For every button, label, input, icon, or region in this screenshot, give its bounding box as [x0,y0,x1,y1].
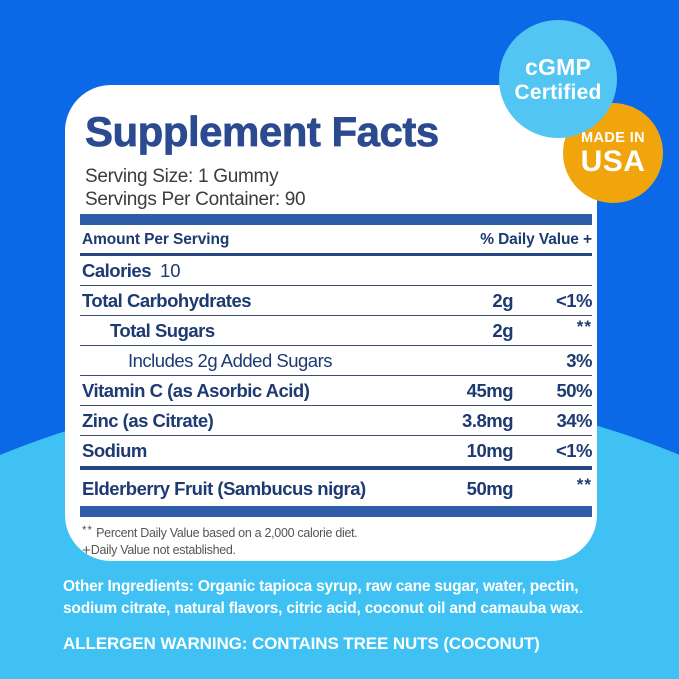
usa-badge-line2: USA [580,144,646,178]
footnote-text: Daily Value not established. [90,542,236,557]
bottom-copy: Other Ingredients: Organic tapioca syrup… [63,576,583,654]
table-row: Zinc (as Citrate) 3.8mg 34% [80,406,593,436]
other-ingredients-text1: Organic tapioca syrup, raw cane sugar, w… [193,578,579,595]
nutrient-daily-value: ** [576,475,592,494]
nutrient-name: Calories [82,260,152,281]
footnote: +Daily Value not established. [82,542,592,560]
table-row: Sodium 10mg <1% [80,436,593,470]
nutrient-name: Elderberry Fruit (Sambucus nigra) [82,478,366,499]
serving-size: Serving Size: 1 Gummy [85,166,279,187]
nutrient-amount-inline: 10 [160,260,181,281]
nutrient-daily-value: <1% [555,290,593,311]
cgmp-certified-badge: cGMP Certified [499,20,617,138]
nutrient-amount: 3.8mg [462,410,513,431]
nutrient-amount: 50mg [466,478,514,499]
nutrient-table: Calories 10 Total Carbohydrates 2g <1% Total … [80,256,593,517]
other-ingredients-label: Other Ingredients: [63,578,194,595]
allergen-warning: ALLERGEN WARNING: CONTAINS TREE NUTS (CO… [63,634,540,653]
column-header-daily-value: % Daily Value + [480,231,592,248]
nutrient-amount: 2g [492,290,513,311]
table-row: Total Carbohydrates 2g <1% [80,286,593,316]
servings-per-container: Servings Per Container: 90 [85,189,306,210]
nutrient-daily-value: 34% [556,410,592,431]
footnote: ** Percent Daily Value based on a 2,000 … [82,523,592,542]
other-ingredients-line2: sodium citrate, natural flavors, citric … [63,600,584,617]
nutrient-amount: 45mg [466,380,514,401]
table-row: Elderberry Fruit (Sambucus nigra) 50mg ** [80,470,592,506]
footnote-symbol: + [82,541,91,559]
nutrient-daily-value: 50% [556,380,592,401]
nutrient-amount: 2g [492,320,513,341]
nutrient-name: Sodium [82,440,147,461]
table-row: Calories 10 [80,256,592,286]
nutrient-name: Zinc (as Citrate) [82,410,214,431]
panel-title: Supplement Facts [85,108,440,155]
other-ingredients: Other Ingredients: Organic tapioca syrup… [63,576,583,620]
nutrient-daily-value: 3% [566,350,592,371]
supplement-facts-panel: Supplement Facts Serving Size: 1 Gummy S… [65,85,597,561]
footnotes: ** Percent Daily Value based on a 2,000 … [80,523,592,559]
table-row: Includes 2g Added Sugars 3% [80,346,593,376]
column-header-amount: Amount Per Serving [82,231,230,248]
nutrient-name: Includes 2g Added Sugars [128,350,333,371]
divider-bar-bottom [80,506,592,517]
nutrient-daily-value: <1% [555,440,593,461]
footnote-symbol: ** [82,525,93,537]
nutrient-name: Vitamin C (as Asorbic Acid) [82,380,310,401]
usa-badge-line1: MADE IN [580,129,646,146]
nutrient-amount: 10mg [466,440,514,461]
table-row: Vitamin C (as Asorbic Acid) 45mg 50% [80,376,593,406]
cgmp-badge-line2: Certified [514,80,602,104]
table-row: Total Sugars 2g ** [80,316,592,346]
footnote-text: Percent Daily Value based on a 2,000 cal… [92,526,358,540]
divider-bar-top [80,214,592,225]
cgmp-badge-line1: cGMP [525,53,591,80]
table-header: Amount Per Serving % Daily Value + [80,225,592,256]
nutrient-daily-value: ** [576,317,592,336]
nutrient-name: Total Carbohydrates [82,290,252,311]
other-ingredients-line1: Other Ingredients: Organic tapioca syrup… [63,576,583,598]
nutrient-name: Total Sugars [110,320,215,341]
